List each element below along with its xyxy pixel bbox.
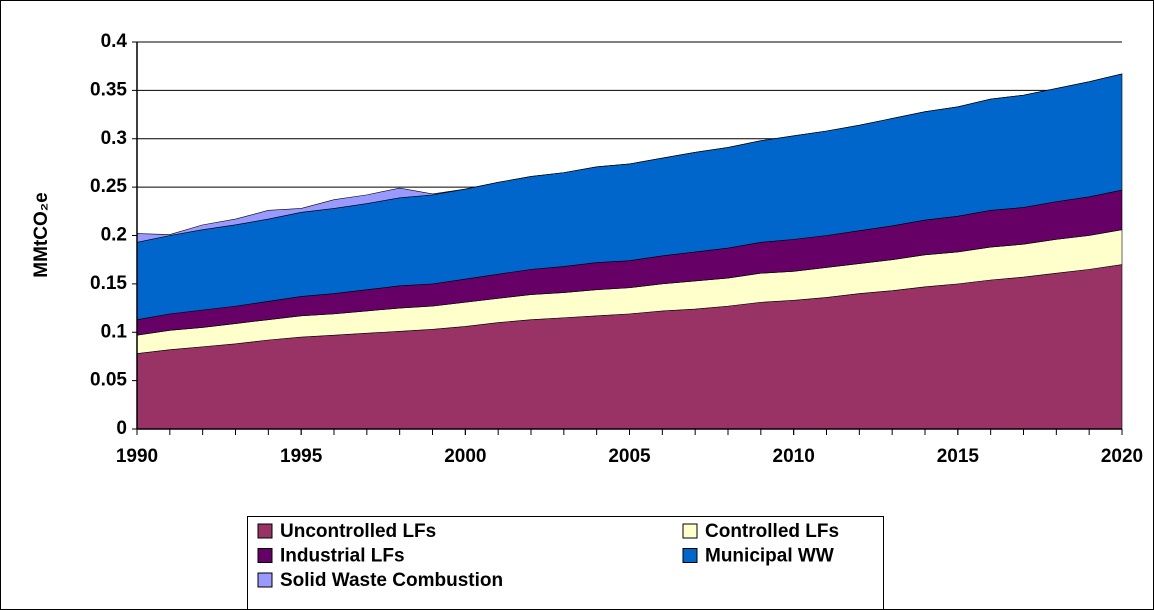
legend-swatch [257, 548, 273, 563]
x-tick-label: 2005 [608, 446, 651, 467]
legend-label: Municipal WW [705, 546, 834, 567]
y-tick-label: 0.2 [101, 225, 127, 246]
y-tick-label: 0.4 [101, 31, 128, 52]
x-tick-label: 2000 [444, 446, 486, 467]
x-tick-label: 1990 [116, 446, 158, 467]
y-axis-label: MMtCO₂e [31, 192, 52, 278]
y-tick-label: 0.35 [90, 79, 127, 100]
y-tick-label: 0.05 [90, 370, 127, 391]
legend-label: Industrial LFs [280, 546, 405, 567]
y-tick-label: 0.3 [101, 128, 127, 149]
legend-label: Controlled LFs [705, 521, 839, 542]
y-tick-label: 0 [116, 418, 127, 439]
x-tick-label: 1995 [280, 446, 323, 467]
y-tick-label: 0.15 [90, 273, 127, 294]
x-tick-label: 2015 [937, 446, 980, 467]
legend-label: Uncontrolled LFs [280, 521, 436, 542]
legend-label: Solid Waste Combustion [280, 570, 503, 591]
legend-swatch [257, 523, 273, 539]
x-tick-label: 2020 [1101, 446, 1143, 467]
legend-swatch [257, 572, 273, 588]
legend-box [247, 516, 884, 610]
y-tick-label: 0.25 [90, 176, 127, 197]
legend-swatch [682, 523, 698, 539]
x-tick-label: 2010 [773, 446, 815, 467]
legend-swatch [682, 548, 698, 563]
y-tick-label: 0.1 [101, 321, 128, 342]
area [136, 73, 1123, 243]
